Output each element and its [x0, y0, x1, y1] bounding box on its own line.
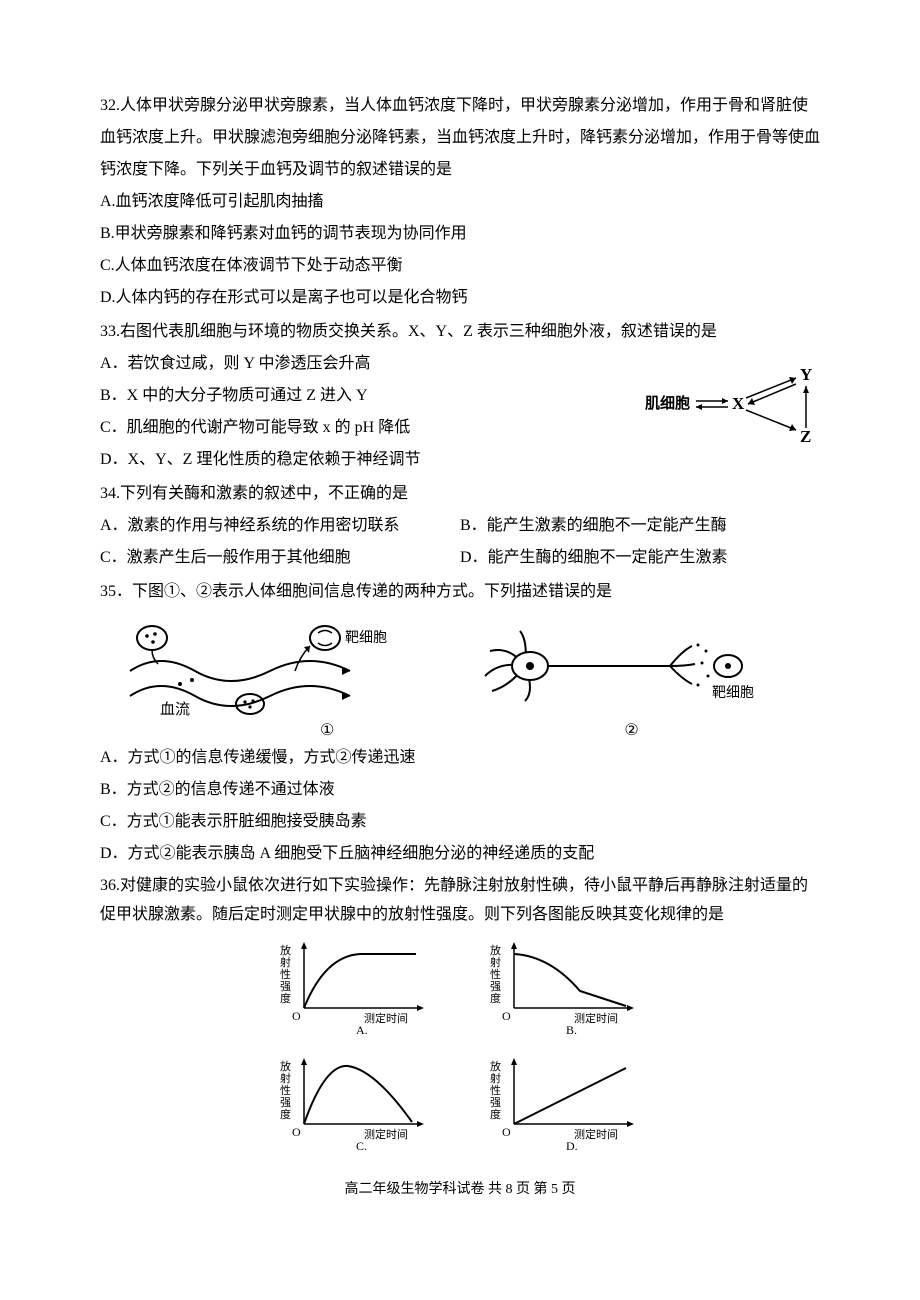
- svg-text:射: 射: [280, 955, 291, 969]
- q32-opt-b: B.甲状旁腺素和降钙素对血钙的调节表现为协同作用: [100, 218, 820, 250]
- fig2-target-label: 靶细胞: [712, 685, 754, 701]
- svg-text:B.: B.: [566, 1023, 577, 1036]
- chart-c: 放射性强度O 测定时间C.: [270, 1052, 440, 1152]
- svg-text:测定时间: 测定时间: [574, 1011, 618, 1025]
- q35-opt-c: C．方式①能表示肝脏细胞接受胰岛素: [100, 806, 820, 838]
- fig-y-label: Y: [800, 366, 812, 384]
- q35-figure-2: 靶细胞: [470, 621, 770, 711]
- q32-stem: 32.人体甲状旁腺分泌甲状旁腺素，当人体血钙浓度下降时，甲状旁腺素分泌增加，作用…: [100, 90, 820, 186]
- fig-z-label: Z: [800, 427, 811, 446]
- svg-text:O: O: [502, 1009, 511, 1023]
- q35-cap2: ②: [624, 720, 638, 742]
- svg-text:D.: D.: [566, 1139, 578, 1152]
- q34-stem: 34.下列有关酶和激素的叙述中，不正确的是: [100, 478, 820, 510]
- svg-text:强: 强: [280, 1097, 291, 1109]
- svg-text:O: O: [502, 1125, 511, 1139]
- svg-text:放: 放: [280, 1059, 291, 1073]
- q35-opt-a: A．方式①的信息传递缓慢，方式②传递迅速: [100, 742, 820, 774]
- svg-text:C.: C.: [356, 1139, 367, 1152]
- q33-opt-d: D．X、Y、Z 理化性质的稳定依赖于神经调节: [100, 444, 820, 476]
- svg-text:度: 度: [280, 991, 291, 1005]
- svg-text:射: 射: [280, 1071, 291, 1085]
- svg-text:性: 性: [490, 967, 501, 981]
- q34-opt-b: B．能产生激素的细胞不一定能产生酶: [460, 510, 820, 542]
- svg-text:性: 性: [490, 1083, 501, 1097]
- question-35: 35．下图①、②表示人体细胞间信息传递的两种方式。下列描述错误的是 靶细胞 血流: [100, 576, 820, 870]
- page-footer: 高二年级生物学科试卷 共 8 页 第 5 页: [100, 1176, 820, 1204]
- question-34: 34.下列有关酶和激素的叙述中，不正确的是 A．激素的作用与神经系统的作用密切联…: [100, 478, 820, 574]
- fig1-blood-label: 血流: [160, 701, 190, 716]
- fig1-target-label: 靶细胞: [345, 630, 387, 646]
- svg-text:O: O: [292, 1009, 301, 1023]
- chart-b: 放射性强度O 测定时间B.: [480, 936, 650, 1036]
- fig-x-label: X: [732, 394, 745, 413]
- svg-text:测定时间: 测定时间: [364, 1011, 408, 1025]
- q36-charts: 放射性强度O测定时间A. 放射性强度O测定时间B. 放射性强度O测定时间C. 放…: [250, 936, 670, 1164]
- q34-opt-d: D．能产生酶的细胞不一定能产生激素: [460, 542, 820, 574]
- chart-a: 放射性强度O 测定时间A.: [270, 936, 440, 1036]
- svg-text:O: O: [292, 1125, 301, 1139]
- svg-text:强: 强: [490, 981, 501, 993]
- svg-text:强: 强: [280, 981, 291, 993]
- svg-text:性: 性: [280, 967, 291, 981]
- q35-stem: 35．下图①、②表示人体细胞间信息传递的两种方式。下列描述错误的是: [100, 576, 820, 608]
- svg-text:测定时间: 测定时间: [574, 1127, 618, 1141]
- fig-muscle-label: 肌细胞: [645, 394, 690, 412]
- svg-text:度: 度: [490, 1107, 501, 1121]
- svg-text:度: 度: [280, 1107, 291, 1121]
- q36-stem: 36.对健康的实验小鼠依次进行如下实验操作：先静脉注射放射性碘，待小鼠平静后再静…: [100, 872, 820, 930]
- svg-text:射: 射: [490, 1071, 501, 1085]
- q35-figure-1: 靶细胞 血流: [120, 616, 400, 716]
- svg-text:强: 强: [490, 1097, 501, 1109]
- q33-stem: 33.右图代表肌细胞与环境的物质交换关系。X、Y、Z 表示三种细胞外液，叙述错误…: [100, 316, 820, 348]
- svg-text:放: 放: [490, 943, 501, 957]
- q35-opt-d: D．方式②能表示胰岛 A 细胞受下丘脑神经细胞分泌的神经递质的支配: [100, 838, 820, 870]
- question-32: 32.人体甲状旁腺分泌甲状旁腺素，当人体血钙浓度下降时，甲状旁腺素分泌增加，作用…: [100, 90, 820, 314]
- svg-text:性: 性: [280, 1083, 291, 1097]
- svg-text:放: 放: [490, 1059, 501, 1073]
- q32-opt-c: C.人体血钙浓度在体液调节下处于动态平衡: [100, 250, 820, 282]
- question-36: 36.对健康的实验小鼠依次进行如下实验操作：先静脉注射放射性碘，待小鼠平静后再静…: [100, 872, 820, 1164]
- q35-cap1: ①: [320, 720, 334, 742]
- q34-opt-a: A．激素的作用与神经系统的作用密切联系: [100, 510, 460, 542]
- svg-text:度: 度: [490, 991, 501, 1005]
- question-33: 33.右图代表肌细胞与环境的物质交换关系。X、Y、Z 表示三种细胞外液，叙述错误…: [100, 316, 820, 476]
- q35-figures: 靶细胞 血流 靶细胞: [120, 616, 820, 716]
- svg-text:A.: A.: [356, 1023, 368, 1036]
- q32-opt-a: A.血钙浓度降低可引起肌肉抽搐: [100, 186, 820, 218]
- q33-figure: 肌细胞 X Y Z: [640, 366, 820, 446]
- svg-text:放: 放: [280, 943, 291, 957]
- svg-text:射: 射: [490, 955, 501, 969]
- q35-opt-b: B．方式②的信息传递不通过体液: [100, 774, 820, 806]
- chart-d: 放射性强度O 测定时间D.: [480, 1052, 650, 1152]
- svg-text:测定时间: 测定时间: [364, 1127, 408, 1141]
- q35-captions: ① ②: [320, 720, 820, 742]
- q32-opt-d: D.人体内钙的存在形式可以是离子也可以是化合物钙: [100, 282, 820, 314]
- q34-opt-c: C．激素产生后一般作用于其他细胞: [100, 542, 460, 574]
